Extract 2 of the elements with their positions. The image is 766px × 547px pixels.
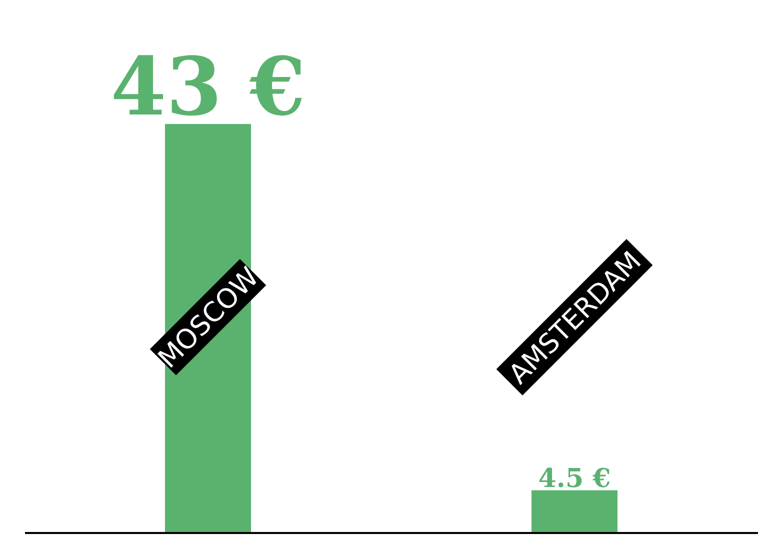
data-label: 43 €	[110, 39, 306, 134]
data-label: 4.5 €	[538, 464, 611, 494]
